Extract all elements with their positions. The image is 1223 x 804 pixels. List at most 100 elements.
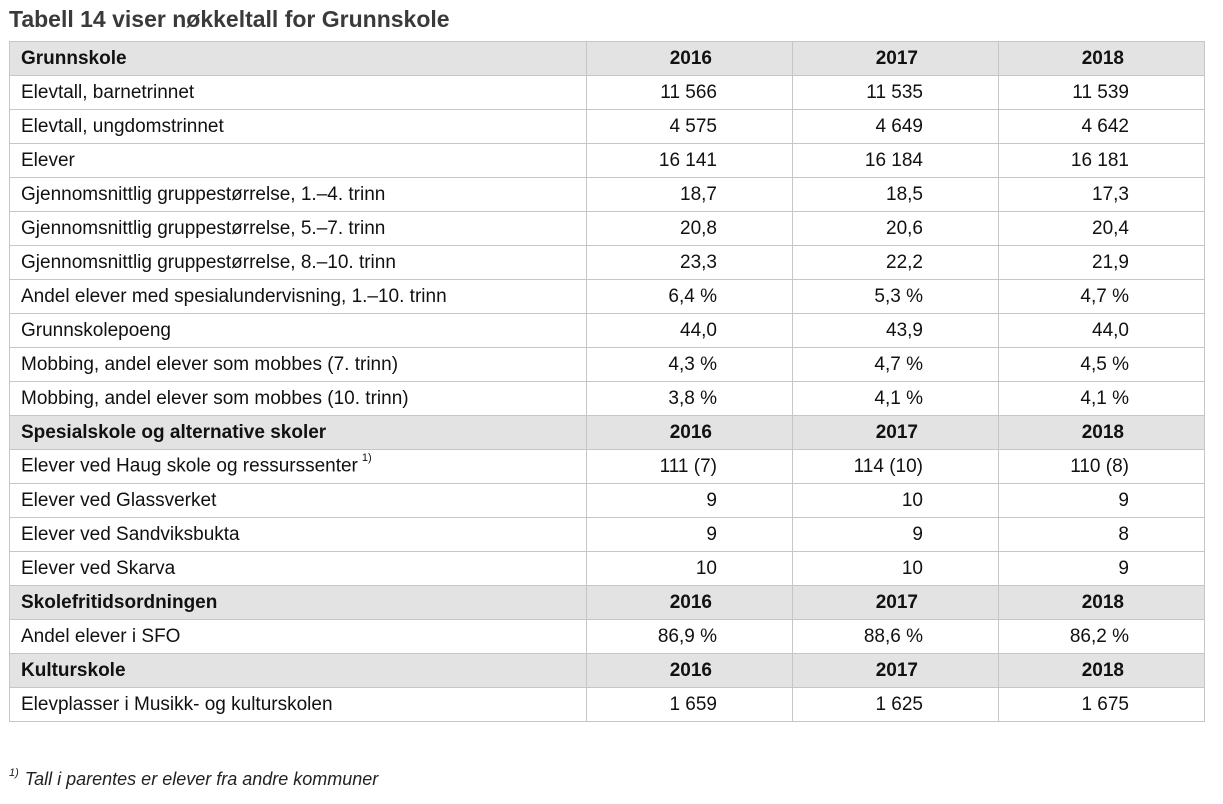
year-header: 2018 xyxy=(998,585,1205,620)
cell-value: 10 xyxy=(792,551,999,586)
cell-value: 11 566 xyxy=(586,75,793,110)
cell-value: 22,2 xyxy=(792,245,999,280)
cell-value: 44,0 xyxy=(998,313,1205,348)
cell-value: 110 (8) xyxy=(998,449,1205,484)
cell-value: 4,3 % xyxy=(586,347,793,382)
year-header: 2018 xyxy=(998,653,1205,688)
cell-value: 21,9 xyxy=(998,245,1205,280)
year-header: 2017 xyxy=(792,41,999,76)
row-label: Elevtall, ungdomstrinnet xyxy=(9,109,587,144)
cell-value: 9 xyxy=(998,551,1205,586)
cell-value: 3,8 % xyxy=(586,381,793,416)
table-row: Elever ved Glassverket 9 10 9 xyxy=(9,483,1205,518)
cell-value: 4 649 xyxy=(792,109,999,144)
section-heading: Kulturskole xyxy=(9,653,587,688)
table-row: Grunnskolepoeng 44,0 43,9 44,0 xyxy=(9,313,1205,348)
table-row: Gjennomsnittlig gruppestørrelse, 8.–10. … xyxy=(9,245,1205,280)
cell-value: 9 xyxy=(792,517,999,552)
cell-value: 4,5 % xyxy=(998,347,1205,382)
table-row: Gjennomsnittlig gruppestørrelse, 5.–7. t… xyxy=(9,211,1205,246)
table-row: Andel elever med spesialundervisning, 1.… xyxy=(9,279,1205,314)
row-label: Elever ved Glassverket xyxy=(9,483,587,518)
cell-value: 43,9 xyxy=(792,313,999,348)
row-label: Elever xyxy=(9,143,587,178)
year-header: 2018 xyxy=(998,41,1205,76)
cell-value: 20,6 xyxy=(792,211,999,246)
section-heading: Grunnskole xyxy=(9,41,587,76)
cell-value: 11 539 xyxy=(998,75,1205,110)
cell-value: 1 675 xyxy=(998,687,1205,722)
cell-value: 86,9 % xyxy=(586,619,793,654)
row-label: Grunnskolepoeng xyxy=(9,313,587,348)
table-row: Mobbing, andel elever som mobbes (10. tr… xyxy=(9,381,1205,416)
cell-value: 86,2 % xyxy=(998,619,1205,654)
cell-value: 4,1 % xyxy=(998,381,1205,416)
year-header: 2017 xyxy=(792,585,999,620)
cell-value: 16 181 xyxy=(998,143,1205,178)
row-label: Gjennomsnittlig gruppestørrelse, 1.–4. t… xyxy=(9,177,587,212)
year-header: 2016 xyxy=(586,653,793,688)
table-row: Elever ved Skarva 10 10 9 xyxy=(9,551,1205,586)
cell-value: 10 xyxy=(586,551,793,586)
row-label: Mobbing, andel elever som mobbes (7. tri… xyxy=(9,347,587,382)
cell-value: 16 141 xyxy=(586,143,793,178)
cell-value: 18,5 xyxy=(792,177,999,212)
year-header: 2016 xyxy=(586,41,793,76)
section-heading: Skolefritidsordningen xyxy=(9,585,587,620)
cell-value: 114 (10) xyxy=(792,449,999,484)
row-label: Elever ved Skarva xyxy=(9,551,587,586)
footnote-text: Tall i parentes er elever fra andre komm… xyxy=(24,769,379,789)
table-row: Elever ved Haug skole og ressurssenter 1)… xyxy=(9,449,1205,484)
section-header-row: Grunnskole 2016 2017 2018 xyxy=(9,41,1205,76)
row-label: Andel elever i SFO xyxy=(9,619,587,654)
row-label-cell: Elever ved Haug skole og ressurssenter 1) xyxy=(9,449,587,484)
cell-value: 4 642 xyxy=(998,109,1205,144)
table-row: Elever ved Sandviksbukta 9 9 8 xyxy=(9,517,1205,552)
year-header: 2017 xyxy=(792,653,999,688)
table-row: Andel elever i SFO 86,9 % 88,6 % 86,2 % xyxy=(9,619,1205,654)
cell-value: 4 575 xyxy=(586,109,793,144)
cell-value: 10 xyxy=(792,483,999,518)
row-label: Gjennomsnittlig gruppestørrelse, 8.–10. … xyxy=(9,245,587,280)
cell-value: 20,4 xyxy=(998,211,1205,246)
cell-value: 8 xyxy=(998,517,1205,552)
table-row: Elevtall, ungdomstrinnet 4 575 4 649 4 6… xyxy=(9,109,1205,144)
page-title: Tabell 14 viser nøkkeltall for Grunnskol… xyxy=(9,6,450,32)
cell-value: 44,0 xyxy=(586,313,793,348)
cell-value: 1 659 xyxy=(586,687,793,722)
cell-value: 4,7 % xyxy=(998,279,1205,314)
table-row: Mobbing, andel elever som mobbes (7. tri… xyxy=(9,347,1205,382)
section-header-row: Spesialskole og alternative skoler 2016 … xyxy=(9,415,1205,450)
row-label: Mobbing, andel elever som mobbes (10. tr… xyxy=(9,381,587,416)
cell-value: 5,3 % xyxy=(792,279,999,314)
section-heading: Spesialskole og alternative skoler xyxy=(9,415,587,450)
row-label: Elevtall, barnetrinnet xyxy=(9,75,587,110)
key-figures-table: Grunnskole 2016 2017 2018 Elevtall, barn… xyxy=(9,41,1205,722)
cell-value: 18,7 xyxy=(586,177,793,212)
cell-value: 11 535 xyxy=(792,75,999,110)
cell-value: 9 xyxy=(998,483,1205,518)
cell-value: 16 184 xyxy=(792,143,999,178)
row-label: Andel elever med spesialundervisning, 1.… xyxy=(9,279,587,314)
year-header: 2017 xyxy=(792,415,999,450)
table-row: Gjennomsnittlig gruppestørrelse, 1.–4. t… xyxy=(9,177,1205,212)
footnote-marker: 1) xyxy=(361,452,372,465)
section-header-row: Skolefritidsordningen 2016 2017 2018 xyxy=(9,585,1205,620)
cell-value: 17,3 xyxy=(998,177,1205,212)
cell-value: 4,1 % xyxy=(792,381,999,416)
table-row: Elevtall, barnetrinnet 11 566 11 535 11 … xyxy=(9,75,1205,110)
row-label: Elever ved Haug skole og ressurssenter xyxy=(21,455,358,477)
footnote: 1) Tall i parentes er elever fra andre ko… xyxy=(9,767,379,790)
cell-value: 23,3 xyxy=(586,245,793,280)
row-label: Elevplasser i Musikk- og kulturskolen xyxy=(9,687,587,722)
section-header-row: Kulturskole 2016 2017 2018 xyxy=(9,653,1205,688)
row-label: Gjennomsnittlig gruppestørrelse, 5.–7. t… xyxy=(9,211,587,246)
cell-value: 9 xyxy=(586,483,793,518)
cell-value: 1 625 xyxy=(792,687,999,722)
footnote-marker: 1) xyxy=(9,767,19,779)
table-row: Elevplasser i Musikk- og kulturskolen 1 … xyxy=(9,687,1205,722)
cell-value: 9 xyxy=(586,517,793,552)
cell-value: 111 (7) xyxy=(586,449,793,484)
year-header: 2016 xyxy=(586,415,793,450)
cell-value: 88,6 % xyxy=(792,619,999,654)
